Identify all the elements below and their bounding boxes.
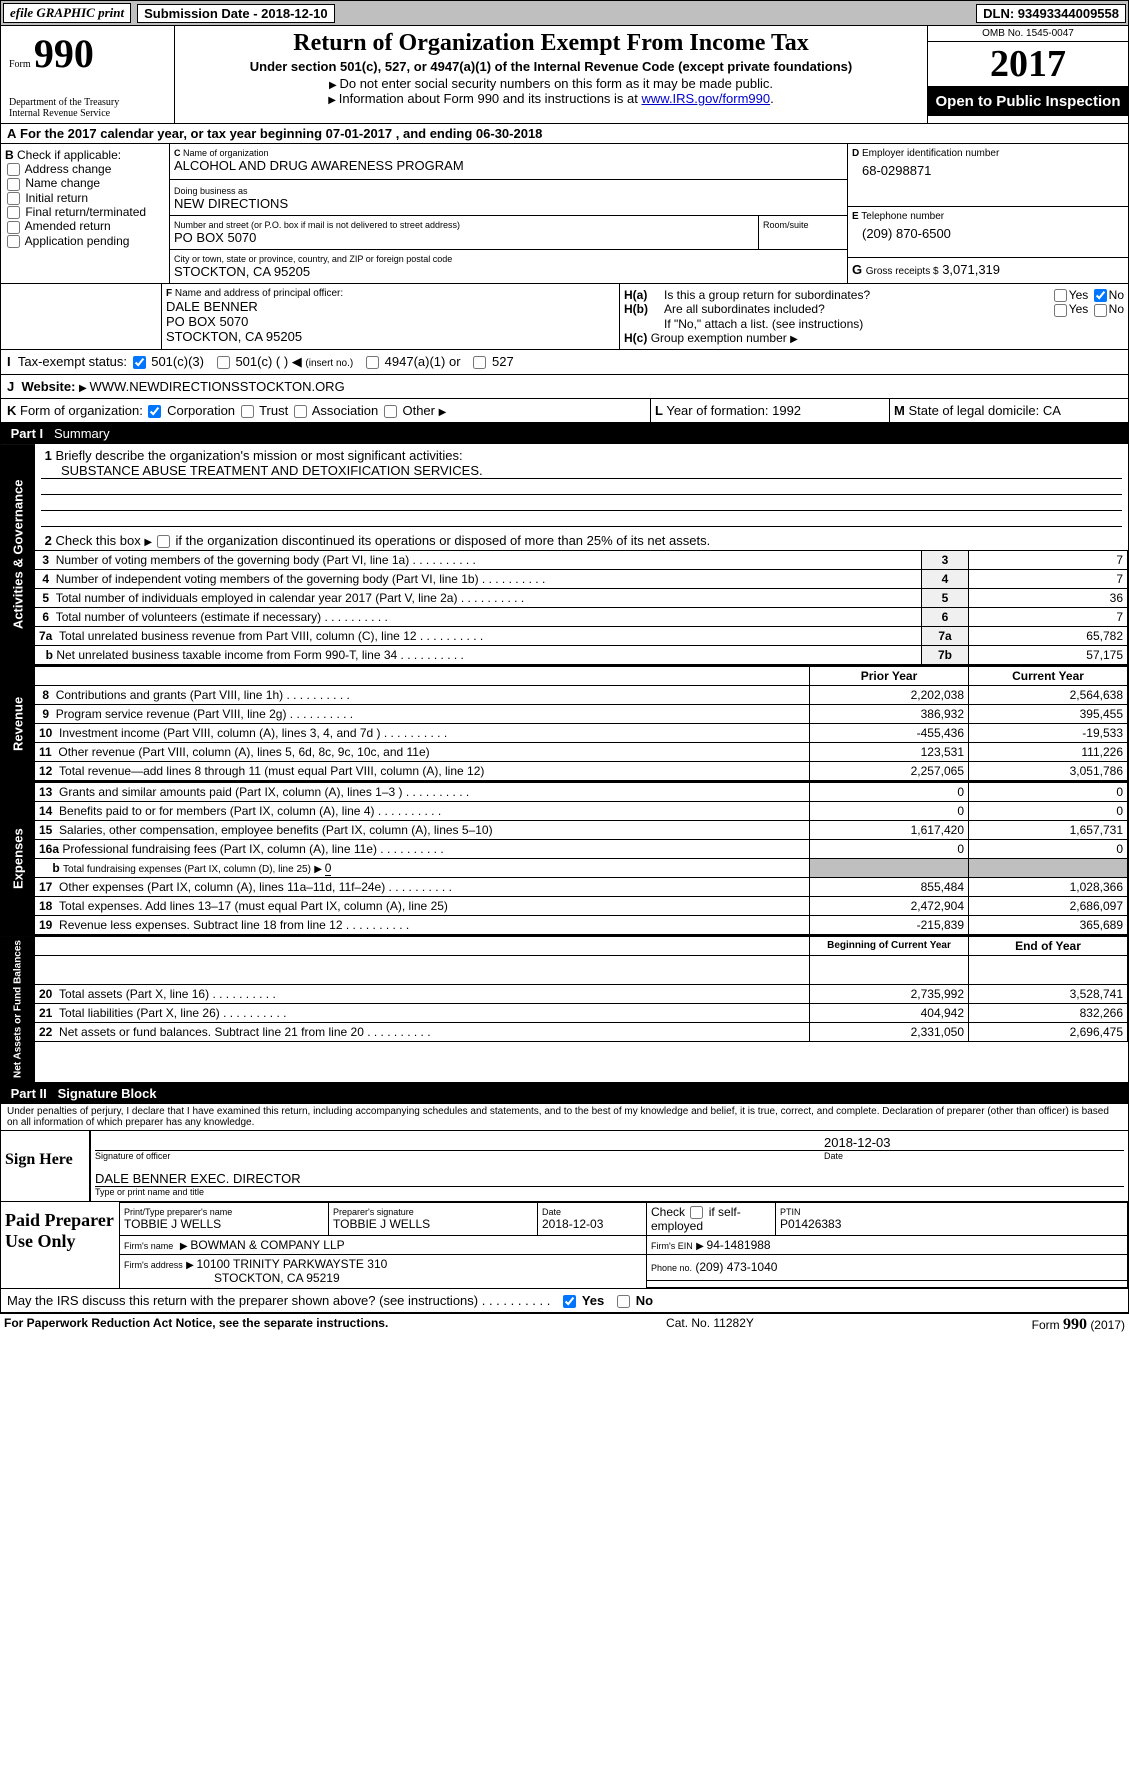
org-name: ALCOHOL AND DRUG AWARENESS PROGRAM — [174, 158, 843, 173]
efile-bar: efile GRAPHIC print Submission Date - 20… — [0, 0, 1129, 26]
self-employed-check[interactable] — [690, 1206, 703, 1219]
discuss-no[interactable] — [617, 1295, 630, 1308]
part2-header: Part II Signature Block — [0, 1083, 1129, 1104]
open-inspection: Open to Public Inspection — [928, 87, 1128, 116]
firm-phone: (209) 473-1040 — [695, 1260, 777, 1274]
addr-change-check[interactable] — [7, 163, 20, 176]
arrow-icon — [439, 403, 447, 418]
arrow-icon — [790, 331, 798, 345]
name-change-check[interactable] — [7, 178, 20, 191]
dept-treasury: Department of the Treasury — [9, 97, 170, 108]
revenue-table: Prior YearCurrent Year 8 Contributions a… — [35, 666, 1128, 781]
form-header: Form 990 Department of the Treasury Inte… — [0, 26, 1129, 124]
corp-check[interactable] — [148, 405, 161, 418]
line-i: I Tax-exempt status: 501(c)(3) 501(c) ( … — [0, 350, 1129, 375]
4947-check[interactable] — [366, 356, 379, 369]
irs-link[interactable]: www.IRS.gov/form990 — [642, 91, 771, 106]
arrow-icon — [329, 76, 339, 91]
governance-table: 3 Number of voting members of the govern… — [35, 550, 1128, 665]
officer-block: F Name and address of principal officer:… — [0, 284, 1129, 350]
dba-name: NEW DIRECTIONS — [174, 196, 843, 211]
discuss-yes[interactable] — [563, 1295, 576, 1308]
activities-governance: Activities & Governance 1 Briefly descri… — [0, 444, 1129, 666]
entity-block: B Check if applicable: Address change Na… — [0, 144, 1129, 284]
arrow-icon — [79, 379, 89, 394]
sidebar-netassets: Net Assets or Fund Balances — [1, 936, 35, 1082]
street-address: PO BOX 5070 — [174, 230, 754, 245]
501c-check[interactable] — [217, 356, 230, 369]
line-j: J Website: WWW.NEWDIRECTIONSSTOCKTON.ORG — [0, 375, 1129, 399]
arrow-icon — [144, 533, 154, 548]
preparer-signature: TOBBIE J WELLS — [333, 1217, 533, 1231]
form-number: 990 — [34, 31, 94, 76]
part1-header: Part I Summary — [0, 423, 1129, 444]
page-footer: For Paperwork Reduction Act Notice, see … — [0, 1313, 1129, 1336]
line-klm: K Form of organization: Corporation Trus… — [0, 399, 1129, 423]
ha-yes[interactable] — [1054, 289, 1067, 302]
line-a: A For the 2017 calendar year, or tax yea… — [0, 124, 1129, 144]
arrow-icon — [180, 1238, 190, 1252]
arrow-icon — [314, 861, 324, 875]
sidebar-expenses: Expenses — [1, 782, 35, 935]
paid-preparer-block: Paid Preparer Use Only Print/Type prepar… — [0, 1202, 1129, 1289]
city-state: STOCKTON, CA 95205 — [174, 264, 843, 279]
firm-name: BOWMAN & COMPANY LLP — [190, 1238, 344, 1252]
form-title: Return of Organization Exempt From Incom… — [179, 30, 923, 57]
assoc-check[interactable] — [294, 405, 307, 418]
ptin: P01426383 — [780, 1217, 1123, 1231]
officer-name: DALE BENNER — [166, 299, 615, 314]
tax-year: 2017 — [928, 42, 1128, 87]
amended-check[interactable] — [7, 221, 20, 234]
form-word: Form — [9, 59, 31, 70]
527-check[interactable] — [473, 356, 486, 369]
info-label: Information about Form 990 and its instr… — [339, 91, 642, 106]
expenses-table: 13 Grants and similar amounts paid (Part… — [35, 782, 1128, 935]
arrow-icon — [328, 91, 338, 106]
netassets-block: Net Assets or Fund Balances Beginning of… — [0, 936, 1129, 1083]
other-check[interactable] — [384, 405, 397, 418]
sidebar-revenue: Revenue — [1, 666, 35, 781]
website: WWW.NEWDIRECTIONSSTOCKTON.ORG — [90, 379, 345, 394]
trust-check[interactable] — [241, 405, 254, 418]
year-formation: 1992 — [772, 403, 801, 418]
officer-name-title: DALE BENNER EXEC. DIRECTOR — [95, 1171, 1124, 1187]
501c3-check[interactable] — [133, 356, 146, 369]
arrow-icon — [186, 1257, 196, 1271]
hb-yes[interactable] — [1054, 304, 1067, 317]
submission-date: Submission Date - 2018-12-10 — [137, 4, 335, 23]
telephone: (209) 870-6500 — [852, 226, 1124, 241]
preparer-name: TOBBIE J WELLS — [124, 1217, 324, 1231]
netassets-table: Beginning of Current YearEnd of Year 20 … — [35, 936, 1128, 1042]
declaration: Under penalties of perjury, I declare th… — [0, 1104, 1129, 1131]
irs-label: Internal Revenue Service — [9, 108, 170, 119]
ssn-warning: Do not enter social security numbers on … — [339, 76, 773, 91]
final-return-check[interactable] — [7, 206, 20, 219]
arrow-icon — [696, 1238, 706, 1252]
revenue-block: Revenue Prior YearCurrent Year 8 Contrib… — [0, 666, 1129, 782]
firm-ein: 94-1481988 — [707, 1238, 771, 1252]
dln: DLN: 93493344009558 — [976, 4, 1126, 23]
omb-no: OMB No. 1545-0047 — [928, 26, 1128, 42]
discontinue-check[interactable] — [157, 535, 170, 548]
initial-return-check[interactable] — [7, 192, 20, 205]
preparer-table: Print/Type preparer's nameTOBBIE J WELLS… — [120, 1202, 1128, 1288]
efile-label: efile GRAPHIC print — [3, 3, 131, 23]
state-domicile: CA — [1043, 403, 1061, 418]
sidebar-activities: Activities & Governance — [1, 444, 35, 665]
form-subtitle: Under section 501(c), 527, or 4947(a)(1)… — [179, 59, 923, 74]
ha-no[interactable] — [1094, 289, 1107, 302]
ein: 68-0298871 — [852, 163, 1124, 178]
mission: SUBSTANCE ABUSE TREATMENT AND DETOXIFICA… — [41, 463, 1122, 479]
hb-no[interactable] — [1094, 304, 1107, 317]
expenses-block: Expenses 13 Grants and similar amounts p… — [0, 782, 1129, 936]
discuss-line: May the IRS discuss this return with the… — [0, 1289, 1129, 1313]
sign-here-block: Sign Here 2018-12-03 Signature of office… — [0, 1131, 1129, 1202]
app-pending-check[interactable] — [7, 235, 20, 248]
gross-receipts: 3,071,319 — [942, 262, 1000, 277]
